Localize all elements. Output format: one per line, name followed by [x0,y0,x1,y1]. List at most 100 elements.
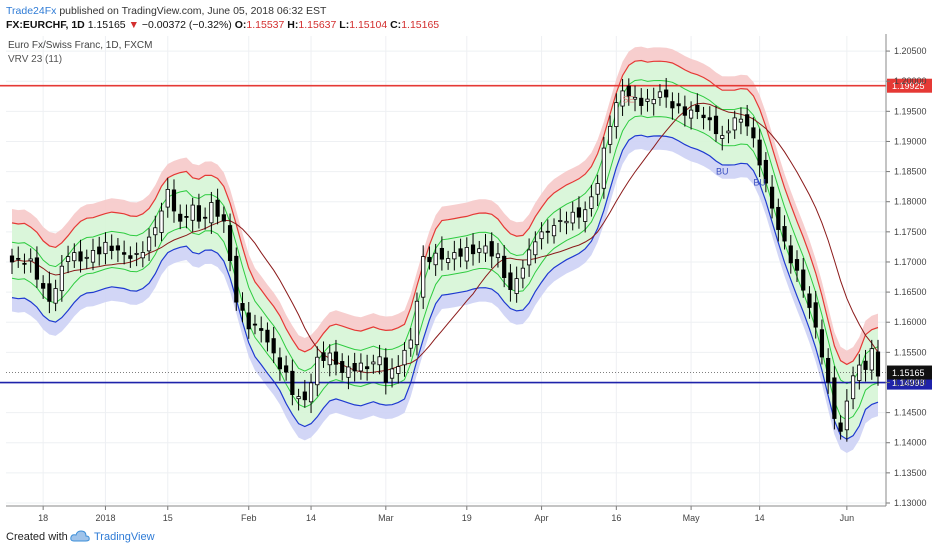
mid-upper-line [11,79,879,385]
candle-body [576,207,582,218]
candle-body [65,256,71,262]
candle-body [595,183,600,195]
candle-body [745,114,750,127]
candle-body [446,258,451,263]
candle-body [670,101,675,109]
candle-body [41,283,46,289]
candle-body [84,256,89,259]
author-link[interactable]: Trade24Fx [6,5,57,17]
candle-body [626,85,631,97]
symbol: FX:EURCHF, 1D [6,19,85,31]
x-tick-label: Apr [535,513,549,523]
candle-body [720,135,725,139]
candle-body [22,262,27,265]
tradingview-cloud-icon [70,530,90,542]
low-label: L: [339,19,350,31]
candle-body [34,257,40,280]
publish-line: Trade24Fx published on TradingView.com, … [6,5,326,17]
candle-body [701,114,706,119]
x-tick-label: Mar [378,513,394,523]
candle-body [47,283,52,302]
y-tick-label: 1.18000 [894,197,927,207]
candle-body [402,349,407,366]
signal-annotations: SE BU BU [623,94,766,187]
candle-body [327,352,332,366]
candle-body [227,225,233,261]
y-tick-label: 1.17500 [894,227,927,237]
high-label: H: [287,19,299,31]
candle-body [470,244,476,255]
candle-body [651,98,656,105]
mid-lower-line [11,115,879,421]
candle-body [707,117,712,121]
y-tick-label: 1.14500 [894,408,927,418]
candle-body [489,241,494,257]
open-label: O: [234,19,247,31]
tradingview-link[interactable]: TradingView [94,531,155,543]
candle-body [801,269,806,291]
price-label: 1.19925 [892,81,925,91]
candle-body [346,366,351,378]
y-tick-label: 1.19500 [894,106,927,116]
candle-body [514,278,519,294]
x-tick-label: 19 [462,513,472,523]
candle-body [421,256,426,298]
candle-body [103,241,108,255]
candle-body [109,245,114,251]
candle-body [190,204,195,221]
candle-body [502,255,507,278]
price-label: 1.14998 [892,378,925,388]
candle-body [72,252,77,262]
candle-body [632,96,638,100]
candle-body [614,102,619,128]
open-value: 1.15537 [246,19,285,31]
candle-body [539,231,544,240]
candle-body [570,211,575,224]
candle-body [751,127,756,139]
candle-body [122,252,127,255]
candle-body [794,259,800,271]
candle-body [551,225,557,237]
candle-body [165,188,170,208]
chart-header: Trade24Fx published on TradingView.com, … [0,0,932,34]
candle-body [713,115,719,135]
candle-body [340,361,345,373]
candle-body [857,364,862,381]
last-price-box [887,365,932,380]
candle-body [28,258,33,262]
published-text: published on TradingView.com, June 05, 2… [59,5,327,17]
y-tick-label: 1.13000 [894,498,927,508]
last-price-label: 1.15165 [892,368,925,378]
candle-body [271,338,276,354]
candle-body [246,312,251,330]
candle-body [695,104,700,113]
y-tick-label: 1.16000 [894,317,927,327]
footer: Created with TradingView [0,526,932,550]
candle-body [365,366,370,370]
candle-body [850,375,856,400]
candle-body [146,236,152,252]
candle-body [358,362,363,372]
candle-body [321,352,326,361]
lower-band-line [11,134,879,440]
candle-body [203,216,208,219]
candle-body [284,365,289,373]
candle-body [302,391,307,401]
candle-body [545,230,550,233]
low-value: 1.15104 [349,19,388,31]
candle-body [863,360,868,370]
mid-band-fill [12,60,878,440]
candle-body [115,245,121,251]
candle-body [184,216,189,218]
candle-body [78,251,83,262]
y-tick-label: 1.15500 [894,347,927,357]
candle-body [159,210,164,233]
candle-body [153,227,158,236]
candle-body [215,199,220,217]
candle-body [639,97,644,106]
x-tick-label: Feb [241,513,257,523]
candle-body [726,130,731,134]
candle-body [483,245,488,254]
